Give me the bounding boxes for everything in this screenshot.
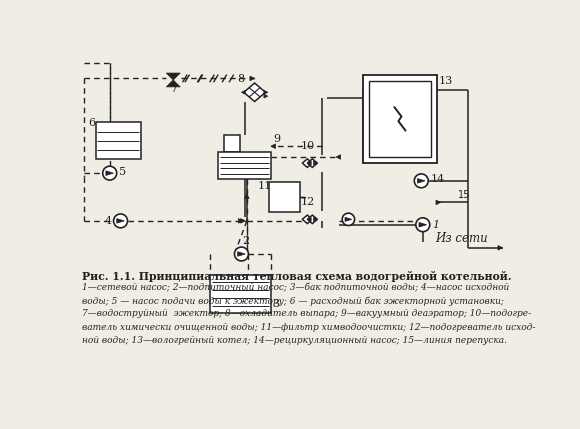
Bar	[369, 81, 430, 157]
Polygon shape	[307, 159, 317, 167]
Polygon shape	[241, 91, 245, 94]
Polygon shape	[245, 194, 249, 199]
Polygon shape	[117, 219, 124, 223]
Text: 9: 9	[273, 134, 280, 144]
Polygon shape	[264, 94, 268, 98]
Polygon shape	[166, 73, 180, 80]
Text: 10: 10	[300, 141, 314, 151]
Polygon shape	[419, 223, 427, 227]
Circle shape	[114, 214, 128, 228]
Polygon shape	[264, 91, 268, 94]
Bar	[224, 135, 240, 151]
Text: 13: 13	[439, 76, 454, 86]
Circle shape	[234, 247, 248, 261]
Circle shape	[414, 174, 428, 188]
Bar	[363, 75, 437, 163]
Polygon shape	[307, 215, 317, 224]
Polygon shape	[307, 218, 311, 221]
Text: 2: 2	[242, 236, 249, 246]
Text: 4: 4	[105, 216, 112, 226]
Text: 6: 6	[88, 118, 95, 128]
Polygon shape	[314, 218, 317, 221]
Polygon shape	[106, 171, 114, 175]
Bar	[218, 151, 271, 179]
Text: 11: 11	[258, 181, 272, 190]
Text: 14: 14	[430, 174, 445, 184]
Text: Из сети: Из сети	[435, 233, 488, 245]
Polygon shape	[418, 178, 425, 183]
Polygon shape	[302, 215, 313, 224]
Bar	[211, 275, 271, 313]
Polygon shape	[244, 83, 266, 102]
Circle shape	[416, 218, 430, 232]
Bar	[96, 122, 141, 159]
Polygon shape	[238, 218, 243, 223]
Bar	[269, 182, 300, 211]
Polygon shape	[498, 245, 503, 250]
Circle shape	[342, 213, 354, 226]
Text: 3: 3	[273, 299, 280, 309]
Text: 1—сетевой насос; 2—подпиточный насос; 3—бак подпиточной воды; 4—насос исходной: 1—сетевой насос; 2—подпиточный насос; 3—…	[82, 283, 509, 292]
Polygon shape	[271, 144, 276, 148]
Text: ватель химически очищенной воды; 11—фильтр химводоочистки; 12—подогреватель исхо: ватель химически очищенной воды; 11—филь…	[82, 323, 535, 332]
Polygon shape	[336, 155, 340, 159]
Text: 7: 7	[170, 84, 177, 94]
Text: 12: 12	[300, 197, 314, 208]
Polygon shape	[314, 161, 317, 165]
Text: 15: 15	[458, 190, 471, 200]
Polygon shape	[302, 159, 313, 167]
Text: 1: 1	[432, 220, 439, 230]
Text: 7—водоструйный  эжектор; 8—охладитель выпара; 9—вакуумный деаэратор; 10—подогре-: 7—водоструйный эжектор; 8—охладитель вып…	[82, 309, 531, 318]
Text: 5: 5	[119, 167, 126, 177]
Polygon shape	[241, 218, 245, 223]
Polygon shape	[345, 218, 352, 221]
Polygon shape	[238, 252, 245, 256]
Circle shape	[103, 166, 117, 180]
Text: ной воды; 13—вологрейный котел; 14—рециркуляционный насос; 15—линия перепуска.: ной воды; 13—вологрейный котел; 14—рецир…	[82, 335, 507, 344]
Polygon shape	[250, 76, 255, 81]
Text: воды; 5 — насос подачи воды к эжектору; 6 — расходный бак эжекторной установки;: воды; 5 — насос подачи воды к эжектору; …	[82, 296, 503, 306]
Polygon shape	[436, 200, 441, 205]
Text: 8: 8	[238, 73, 245, 84]
Polygon shape	[166, 80, 180, 87]
Polygon shape	[307, 161, 311, 165]
Text: Рис. 1.1. Принципиальная тепловая схема водогрейной котельной.: Рис. 1.1. Принципиальная тепловая схема …	[82, 271, 512, 282]
